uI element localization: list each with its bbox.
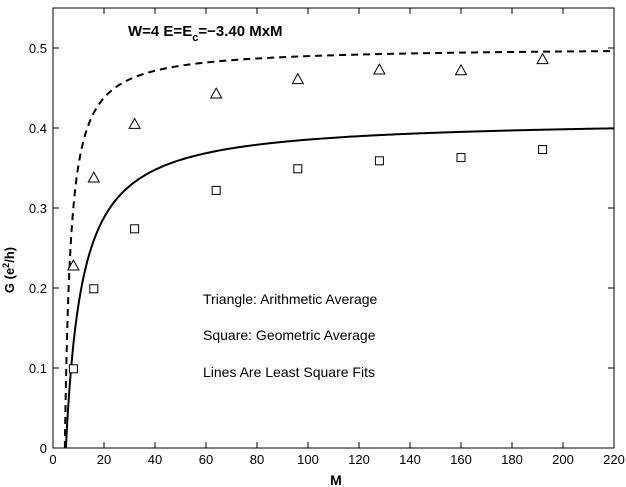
square-marker bbox=[68, 364, 78, 374]
y-tick-label: 0.5 bbox=[29, 41, 47, 56]
x-tick-label: 60 bbox=[199, 452, 213, 467]
y-axis-label-prefix: G (e bbox=[2, 268, 17, 293]
x-tick-label: 40 bbox=[148, 452, 162, 467]
square-marker bbox=[89, 284, 99, 294]
y-tick-label: 0.1 bbox=[29, 361, 47, 376]
fit-curve-solid bbox=[64, 127, 615, 449]
square-marker bbox=[130, 224, 140, 234]
triangle-marker bbox=[291, 72, 305, 85]
square-marker bbox=[211, 185, 221, 195]
triangle-marker bbox=[128, 117, 141, 129]
chart-title-subscript: c bbox=[192, 32, 198, 44]
x-tick-label: 80 bbox=[250, 452, 264, 467]
triangle-marker bbox=[67, 259, 80, 271]
y-tick-label: 0.4 bbox=[29, 121, 47, 136]
x-tick-label: 200 bbox=[552, 452, 574, 467]
tick-labels: 0 20 40 60 80 100 120 140 160 180 200 220 0 0.1 0.2 0.3… bbox=[29, 41, 625, 467]
x-tick-label: 220 bbox=[603, 452, 625, 467]
triangle-marker bbox=[373, 63, 386, 75]
x-axis-label: M bbox=[330, 472, 342, 487]
annotation-fits: Lines Are Least Square Fits bbox=[203, 364, 375, 380]
triangle-marker bbox=[87, 171, 101, 183]
x-tick-label: 120 bbox=[348, 452, 370, 467]
data-markers bbox=[67, 52, 549, 374]
square-marker bbox=[456, 153, 466, 163]
x-tick-label: 0 bbox=[49, 452, 56, 467]
square-marker bbox=[293, 164, 303, 174]
y-tick-label: 0.3 bbox=[29, 201, 47, 216]
x-tick-label: 20 bbox=[97, 452, 111, 467]
plot-frame bbox=[52, 7, 615, 449]
fit-curve-dashed bbox=[63, 50, 615, 449]
triangle-marker bbox=[454, 63, 468, 76]
chart-title-suffix: =−3.40 MxM bbox=[198, 23, 282, 40]
chart-title-prefix: W=4 E=E bbox=[128, 23, 192, 40]
y-axis-label: G (e2/h) bbox=[1, 247, 17, 293]
y-axis-label-suffix: /h) bbox=[2, 247, 17, 263]
chart-title: W=4 E=Ec=−3.40 MxM bbox=[128, 23, 283, 44]
square-marker bbox=[374, 156, 384, 166]
x-tick-label: 180 bbox=[501, 452, 523, 467]
y-axis-label-superscript: 2 bbox=[1, 263, 11, 268]
y-tick-label: 0.2 bbox=[29, 281, 47, 296]
triangle-marker bbox=[209, 87, 223, 99]
square-marker bbox=[538, 145, 548, 155]
x-tick-label: 140 bbox=[399, 452, 421, 467]
axis-ticks bbox=[52, 8, 615, 449]
annotation-square: Square: Geometric Average bbox=[203, 327, 376, 343]
y-tick-label: 0 bbox=[40, 441, 47, 456]
x-tick-label: 100 bbox=[297, 452, 319, 467]
x-tick-label: 160 bbox=[450, 452, 472, 467]
annotation-triangle: Triangle: Arithmetic Average bbox=[203, 291, 378, 307]
triangle-marker bbox=[536, 52, 549, 65]
fit-curves bbox=[63, 50, 615, 449]
